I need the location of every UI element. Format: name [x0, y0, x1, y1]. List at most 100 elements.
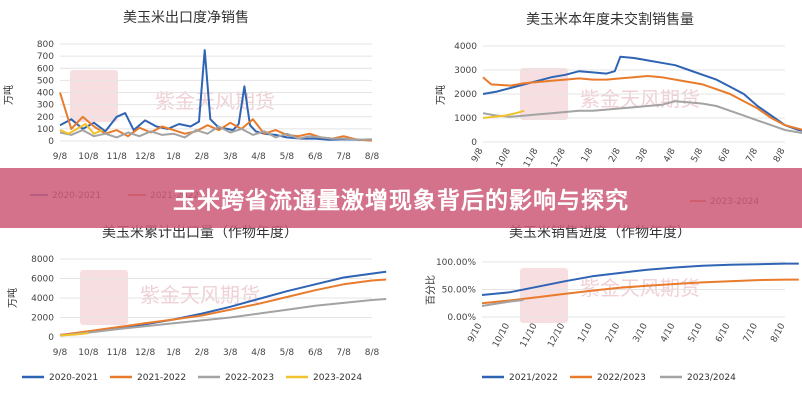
- x-tick-label: 6/10: [714, 321, 732, 344]
- x-tick-label: 6/8: [717, 146, 733, 164]
- legend-label: 2023-2024: [313, 373, 362, 383]
- x-tick-label: 10/8: [78, 152, 98, 162]
- legend-label: 2022-2023: [225, 373, 274, 383]
- x-tick-label: 3/8: [223, 348, 238, 358]
- y-tick-label: 200: [37, 113, 54, 123]
- title-banner: 玉米跨省流通量激增现象背后的影响与探究: [0, 168, 802, 228]
- series-line-2021-2022: [59, 278, 387, 336]
- series-line-2022/2023: [481, 278, 799, 305]
- series-line-2021-2022: [482, 75, 802, 131]
- x-tick-label: 10/10: [491, 321, 512, 349]
- chart-title: 美玉米出口度净销售: [123, 10, 249, 26]
- x-tick-label: 1/8: [166, 348, 181, 358]
- series-line-2022-2023: [59, 125, 373, 141]
- series-line-2023/2024: [481, 299, 524, 307]
- y-tick-label: 100: [37, 125, 54, 135]
- legend-label: 2020-2021: [49, 373, 98, 383]
- x-tick-label: 7/8: [336, 348, 351, 358]
- x-tick-label: 8/8: [365, 348, 380, 358]
- y-tick-label: 2000: [454, 90, 477, 100]
- x-tick-label: 11/8: [522, 146, 540, 169]
- x-tick-label: 2/8: [195, 152, 210, 162]
- legend: 2020-2021 2021-2022 2022-2023 2023-2024: [22, 373, 362, 383]
- watermark-seal: [70, 70, 118, 122]
- series-line-2023-2024: [482, 109, 525, 119]
- y-tick-label: 400: [37, 89, 54, 99]
- x-tick-label: 7/8: [745, 146, 761, 164]
- series-line-2020-2021: [482, 55, 802, 132]
- y-tick-label: 4000: [454, 42, 477, 52]
- y-tick-label: 8000: [31, 255, 54, 265]
- x-tick-label: 11/10: [519, 321, 540, 349]
- y-tick-label: 0: [48, 137, 54, 147]
- series-line-2021/2022: [481, 262, 799, 296]
- y-tick-label: 600: [37, 64, 54, 74]
- x-tick-label: 4/8: [662, 146, 678, 164]
- x-tick-label: 1/8: [166, 152, 181, 162]
- x-tick-label: 3/8: [635, 146, 651, 164]
- chart-panel-net-sales: 美玉米出口度净销售 万吨 紫金天风期货 0 100 200 300 400 500 600 7…: [2, 10, 380, 201]
- watermark-brand: 紫金天风期货: [140, 283, 260, 307]
- y-tick-label: 300: [37, 101, 54, 111]
- x-tick-label: 11/8: [107, 152, 127, 162]
- y-tick-label: 500: [37, 76, 54, 86]
- x-tick-label: 9/8: [470, 146, 486, 164]
- watermark-brand: 紫金天风期货: [580, 276, 700, 300]
- series-line-2023-2024: [59, 332, 89, 337]
- x-tick-label: 5/10: [687, 321, 705, 344]
- x-tick-label: 5/8: [280, 348, 295, 358]
- series-line-2022-2023: [59, 298, 387, 337]
- banner-title: 玉米跨省流通量激增现象背后的影响与探究: [173, 188, 629, 214]
- y-axis-label: 万吨: [434, 85, 447, 105]
- x-tick-label: 12/8: [135, 348, 155, 358]
- y-tick-label: 0.00%: [447, 313, 476, 323]
- y-tick-label: 100.00%: [436, 258, 476, 268]
- y-tick-label: 1000: [454, 114, 477, 124]
- x-tick-label: 12/10: [546, 321, 567, 349]
- x-tick-label: 2/10: [604, 321, 622, 344]
- y-axis-label: 万吨: [2, 85, 15, 105]
- x-tick-label: 3/10: [632, 321, 650, 344]
- x-tick-label: 3/8: [223, 152, 238, 162]
- legend-label: 2022/2023: [597, 373, 646, 383]
- y-tick-label: 6000: [31, 275, 54, 285]
- x-tick-label: 11/8: [107, 348, 127, 358]
- legend-label: 2023/2024: [687, 373, 736, 383]
- watermark: 紫金天风期货: [520, 268, 700, 323]
- x-tick-label: 1/10: [577, 321, 595, 344]
- y-tick-label: 50.00%: [442, 286, 477, 296]
- chart-title: 美玉米本年度未交割销售量: [526, 11, 694, 28]
- x-tick-label: 9/8: [53, 152, 68, 162]
- y-axis-label: 万吨: [6, 288, 19, 308]
- x-tick-label: 5/8: [280, 152, 295, 162]
- legend-label: 2021-2022: [137, 373, 186, 383]
- x-tick-label: 12/8: [135, 152, 155, 162]
- x-tick-label: 7/10: [742, 321, 760, 344]
- y-tick-label: 0: [48, 333, 54, 343]
- legend: 2021/2022 2022/2023 2023/2024: [482, 373, 736, 383]
- series-line-2022-2023: [482, 100, 802, 134]
- x-tick-label: 9/8: [53, 348, 68, 358]
- x-tick-label: 4/8: [251, 348, 266, 358]
- y-tick-label: 2000: [31, 314, 54, 324]
- x-tick-label: 9/10: [466, 321, 484, 344]
- series-line-2021-2022: [59, 92, 373, 142]
- chart-panel-cumulative-exports: 美玉米累计出口量（作物年度） 万吨 紫金天风期货 0 2000 4000 6000 80…: [6, 225, 387, 383]
- x-tick-label: 7/8: [336, 152, 351, 162]
- x-tick-label: 8/8: [772, 146, 788, 164]
- x-tick-label: 6/8: [308, 152, 323, 162]
- x-tick-label: 8/10: [769, 321, 787, 344]
- x-tick-label: 1/8: [580, 146, 596, 164]
- watermark: 紫金天风期货: [70, 70, 275, 122]
- chart-title: 美玉米销售进度（作物年度）: [509, 225, 691, 241]
- chart-panel-outstanding-sales: 美玉米本年度未交割销售量 万吨 紫金天风期货 01000200030004000…: [434, 11, 802, 207]
- y-tick-label: 3000: [454, 66, 477, 76]
- x-tick-label: 4/10: [659, 321, 677, 344]
- x-tick-label: 5/8: [690, 146, 706, 164]
- x-tick-label: 6/8: [308, 348, 323, 358]
- chart-title: 美玉米累计出口量（作物年度）: [102, 225, 298, 241]
- y-tick-label: 0: [471, 138, 477, 148]
- x-tick-label: 2/8: [195, 348, 210, 358]
- chart-panel-sales-progress: 美玉米销售进度（作物年度） 百分比 紫金天风期货 0.00% 50.00% 100.…: [425, 225, 799, 383]
